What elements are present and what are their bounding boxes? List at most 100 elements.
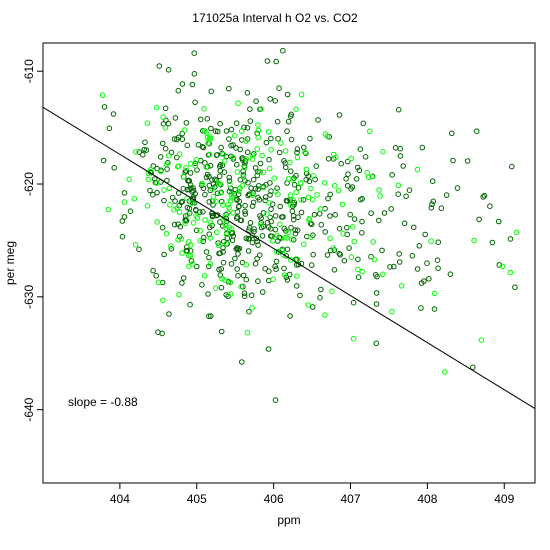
data-point [183,168,189,174]
data-point [367,128,373,135]
data-point [213,198,219,205]
data-point [203,249,210,255]
data-point [232,255,238,262]
data-point [246,308,252,315]
data-point [327,191,334,198]
data-point [388,206,395,212]
data-point [414,166,421,173]
data-point [226,178,233,184]
data-point [249,203,256,209]
data-point [231,133,238,139]
data-point [308,221,315,228]
y-axis: -610 -620 -630 -640 [22,59,43,422]
data-point [200,234,207,241]
data-point [172,115,179,121]
data-point [331,151,337,158]
data-point [338,160,345,167]
data-point [166,185,173,192]
data-point [188,258,195,264]
data-point [389,172,395,178]
data-point [249,192,256,198]
data-point [228,261,235,267]
data-point [246,227,252,233]
y-tick-label: -610 [22,59,36,83]
data-point [171,221,178,228]
data-point [184,186,191,193]
data-point [184,142,191,149]
y-tick-label: -640 [22,397,36,421]
data-point [227,279,234,286]
data-point [214,229,220,236]
data-point [136,246,142,253]
data-point [351,238,358,245]
data-point [186,263,192,270]
data-point [256,252,263,258]
data-point [401,220,408,227]
data-point [176,209,183,215]
data-point [252,185,259,192]
data-point [200,238,206,245]
data-point [271,175,278,181]
data-point [213,152,220,158]
data-point [202,217,208,223]
data-point [507,236,514,242]
data-point [153,273,159,279]
data-point [197,228,203,234]
data-point [186,252,192,259]
data-point [280,251,287,258]
data-point [166,152,172,159]
data-point [100,157,107,164]
data-point [317,294,323,301]
data-point [499,263,506,270]
data-point [226,204,232,211]
data-point [259,289,266,295]
data-point [244,90,251,96]
data-point [121,190,128,196]
data-point [305,302,312,308]
data-point [233,246,239,252]
data-point [189,200,195,206]
data-point [217,181,223,187]
data-point [281,235,288,241]
data-point [209,222,215,229]
data-point [119,218,126,224]
data-point [258,106,264,112]
data-point [268,147,274,153]
data-point [226,224,232,231]
data-point [243,262,249,268]
data-point [204,171,211,178]
data-point [306,217,312,223]
data-points [99,47,520,403]
data-point [249,232,256,238]
data-point [163,230,170,237]
data-point [148,166,154,173]
data-point [207,134,213,140]
data-point [389,308,395,315]
data-point [178,199,185,206]
data-point [105,206,111,213]
data-point [239,359,245,365]
data-point [177,223,184,230]
data-point [219,162,226,169]
data-point [396,259,403,265]
data-point [395,182,402,189]
data-point [272,98,279,104]
data-point [220,245,226,251]
data-point [218,284,225,291]
data-point [187,160,194,167]
x-tick-label: 408 [417,492,437,506]
data-point [480,194,487,200]
data-point [298,91,305,98]
data-point [223,128,230,134]
data-point [426,276,432,282]
data-point [294,146,301,152]
data-point [447,271,454,278]
data-point [168,149,175,156]
data-point [238,283,244,290]
data-point [481,192,488,199]
data-point [262,194,269,200]
data-point [183,165,189,171]
data-point [254,146,261,152]
data-point [294,154,301,161]
plot-frame [42,42,536,484]
